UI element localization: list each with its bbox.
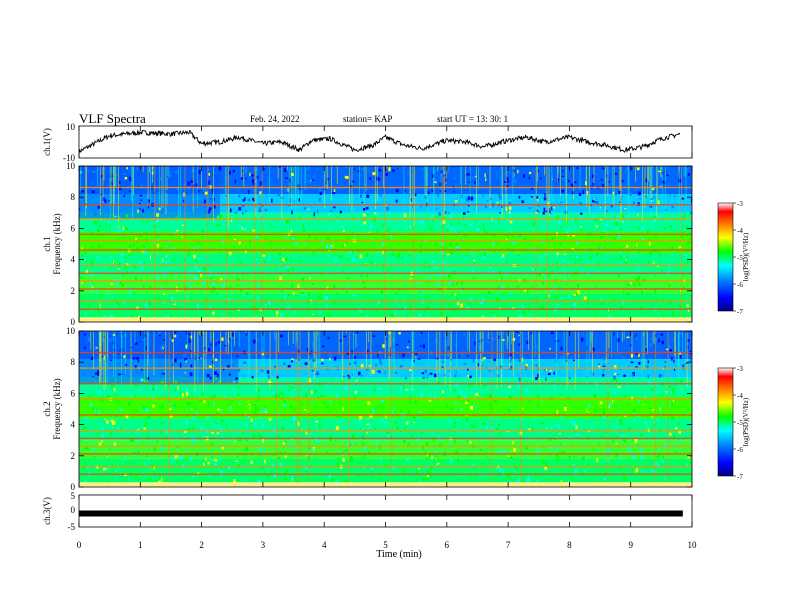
time-tick-label: 5 [383,540,388,550]
ch1-spectrogram-panel: 0 2 4 6 8 10 ch.1 Frequency (kHz) [42,161,693,327]
time-tick-label: 6 [445,540,450,550]
ch1-ytick-bottom: -10 [63,153,75,163]
time-axis-ticks: 0 1 2 3 4 5 6 7 8 9 10 [77,126,697,550]
ch2-spectrogram [79,331,692,487]
colorbar-tick-label: -4 [737,392,743,400]
freq-tick-label: 0 [71,482,76,492]
time-tick-label: 2 [199,540,204,550]
ch1-spectrogram [79,166,692,322]
ch1-colorbar-label: log(PSD)(V²/Hz) [742,232,750,281]
ch3-ytick-bottom: -5 [68,522,76,532]
colorbar-tick-label: -5 [737,419,743,427]
time-tick-label: 0 [77,540,82,550]
ch1-freq-ticks: 0 2 4 6 8 10 [66,161,692,327]
freq-tick-label: 10 [66,161,76,171]
time-tick-label: 8 [567,540,572,550]
date-label: Feb. 24, 2022 [250,114,300,124]
time-tick-label: 10 [688,540,698,550]
ch1-ytick-top: 10 [66,122,76,132]
ch2-channel-label: ch.2 [42,401,52,416]
station-label: station= KAP [343,114,393,124]
colorbar-tick-label: -6 [737,446,743,454]
colorbar-tick-label: -7 [737,308,743,316]
ch2-colorbar: -3 -4 -5 -6 -7 log(PSD)(V²/Hz) [717,365,750,481]
freq-tick-label: 8 [71,192,76,202]
time-tick-label: 3 [261,540,266,550]
ch2-freq-axis-label: Frequency (kHz) [52,378,62,439]
ch2-freq-ticks: 0 2 4 6 8 10 [66,326,692,492]
chart-title: VLF Spectra [79,111,146,126]
start-time-label: start UT = 13: 30: 1 [437,114,509,124]
colorbar-tick-label: -3 [737,200,743,208]
ch1-freq-axis-label: Frequency (kHz) [52,213,62,274]
ch3-ytick-mid: 0 [71,505,76,515]
ch1-channel-label: ch.1 [42,236,52,251]
colorbar-tick-label: -7 [737,473,743,481]
colorbar-tick-label: -3 [737,365,743,373]
ch3-ytick-top: 5 [71,491,76,501]
freq-tick-label: 4 [71,420,76,430]
freq-tick-label: 0 [71,317,76,327]
freq-tick-label: 10 [66,326,76,336]
time-tick-label: 7 [506,540,511,550]
colorbar-tick-label: -4 [737,227,743,235]
time-axis-label: Time (min) [376,549,421,560]
ch3-ylabel: ch.3(V) [42,497,52,525]
time-tick-label: 1 [138,540,143,550]
ch2-spectrogram-panel: 0 2 4 6 8 10 ch.2 Frequency (kHz) [42,326,693,492]
freq-tick-label: 8 [71,357,76,367]
ch1-waveform-line [79,129,681,155]
freq-tick-label: 6 [71,388,76,398]
ch1-ylabel: ch.1(V) [42,128,52,156]
freq-tick-label: 4 [71,255,76,265]
ch1-colorbar: -3 -4 -5 -6 -7 log(PSD)(V²/Hz) [717,200,750,316]
ch2-colorbar-label: log(PSD)(V²/Hz) [742,397,750,446]
freq-tick-label: 6 [71,223,76,233]
time-tick-label: 9 [628,540,633,550]
colorbar-tick-label: -6 [737,281,743,289]
time-tick-label: 4 [322,540,327,550]
freq-tick-label: 2 [71,286,76,296]
ch1-waveform-panel: 10 -10 ch.1(V) [42,122,693,163]
freq-tick-label: 2 [71,451,76,461]
colorbar-tick-label: -5 [737,254,743,262]
ch3-waveform-panel: 5 0 -5 ch.3(V) [42,491,693,532]
